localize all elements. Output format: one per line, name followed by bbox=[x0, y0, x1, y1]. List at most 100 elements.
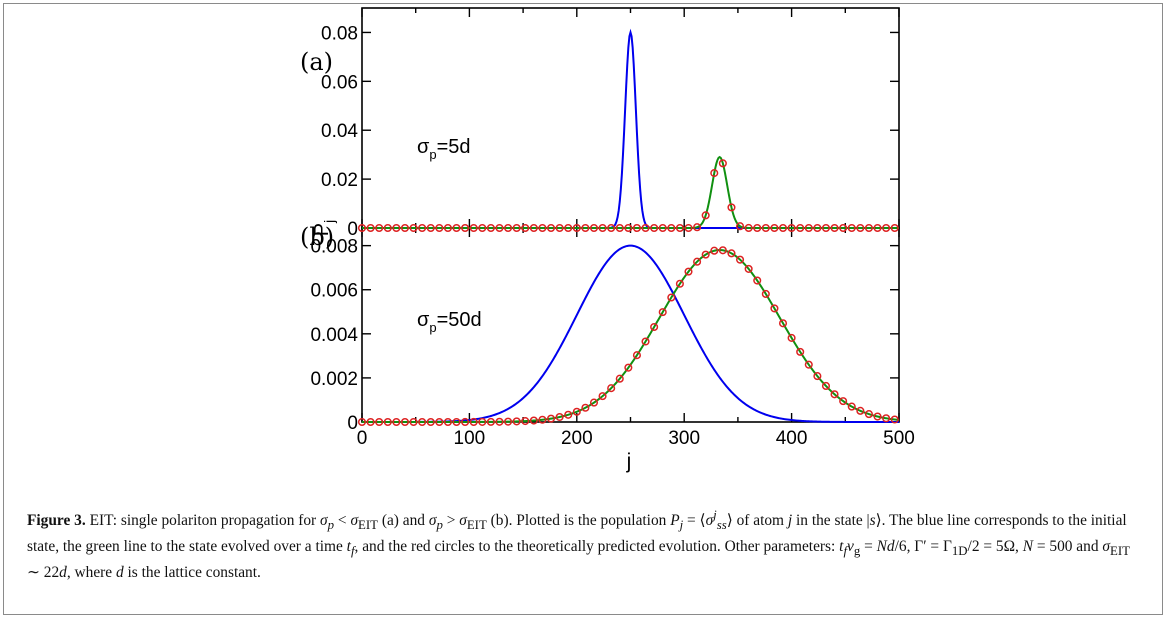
predicted-marker bbox=[435, 417, 444, 427]
predicted-marker bbox=[409, 223, 418, 233]
predicted-marker bbox=[495, 223, 504, 233]
predicted-marker bbox=[452, 223, 461, 233]
predicted-marker bbox=[718, 159, 727, 168]
predicted-marker bbox=[856, 223, 865, 233]
predicted-marker bbox=[409, 417, 418, 427]
predicted-marker bbox=[598, 392, 607, 401]
predicted-marker bbox=[366, 417, 375, 427]
predicted-marker bbox=[581, 223, 590, 233]
predicted-marker bbox=[761, 223, 770, 233]
predicted-marker bbox=[443, 223, 452, 233]
predicted-marker bbox=[864, 223, 873, 233]
predicted-marker bbox=[796, 347, 805, 356]
predicted-marker bbox=[581, 403, 590, 412]
predicted-marker bbox=[744, 264, 753, 273]
predicted-marker bbox=[778, 223, 788, 233]
predicted-marker bbox=[882, 223, 891, 233]
predicted-marker bbox=[813, 223, 822, 233]
x-tick-label: 200 bbox=[561, 428, 593, 449]
predicted-marker bbox=[418, 223, 427, 233]
predicted-marker bbox=[718, 246, 727, 255]
predicted-marker bbox=[572, 223, 581, 233]
predicted-marker bbox=[478, 223, 487, 233]
predicted-marker bbox=[564, 223, 573, 233]
predicted-marker bbox=[383, 417, 392, 427]
predicted-marker bbox=[521, 223, 530, 233]
predicted-marker bbox=[607, 223, 616, 233]
predicted-marker bbox=[882, 414, 891, 423]
panel-b-series bbox=[357, 244, 900, 427]
predicted-marker bbox=[512, 417, 521, 426]
predicted-marker bbox=[461, 223, 470, 233]
predicted-marker bbox=[615, 374, 624, 383]
predicted-marker bbox=[486, 417, 495, 426]
x-tick-label: 0 bbox=[357, 428, 368, 449]
predicted-marker bbox=[521, 417, 530, 426]
predicted-marker bbox=[658, 308, 667, 317]
predicted-marker bbox=[701, 250, 710, 259]
predicted-marker bbox=[486, 223, 495, 233]
y-axis-label: Pj bbox=[311, 220, 337, 236]
predicted-marker bbox=[426, 417, 435, 427]
annotation-a: σp=5d bbox=[417, 136, 471, 162]
predicted-marker bbox=[632, 351, 641, 360]
predicted-marker bbox=[641, 337, 650, 346]
predicted-marker bbox=[710, 169, 719, 178]
evolved-state-line bbox=[362, 249, 900, 423]
predicted-marker bbox=[607, 384, 616, 393]
panel-a-label: (a) bbox=[300, 48, 333, 76]
predicted-marker bbox=[787, 333, 796, 342]
figure-caption: Figure 3. EIT: single polariton propagat… bbox=[27, 508, 1130, 582]
predicted-marker bbox=[357, 223, 367, 233]
predicted-marker bbox=[658, 223, 667, 233]
predicted-marker bbox=[555, 412, 564, 422]
predicted-marker bbox=[504, 223, 513, 233]
predicted-marker bbox=[770, 223, 779, 233]
predicted-marker bbox=[701, 211, 710, 220]
predicted-marker bbox=[624, 363, 633, 372]
predicted-marker bbox=[770, 304, 779, 313]
predicted-marker bbox=[538, 415, 547, 424]
predicted-marker bbox=[693, 257, 702, 266]
predicted-marker bbox=[804, 223, 813, 233]
predicted-marker bbox=[443, 417, 452, 427]
predicted-marker bbox=[469, 223, 478, 233]
predicted-marker bbox=[392, 223, 401, 233]
predicted-marker bbox=[418, 417, 427, 427]
panel-b-ticks: 0 0.002 0.004 0.006 0.008 0 100 200 300 400 500 bbox=[310, 228, 915, 449]
x-tick-label: 100 bbox=[454, 428, 486, 449]
predicted-marker bbox=[684, 223, 693, 233]
predicted-marker bbox=[744, 223, 753, 233]
y-tick-label: 0.002 bbox=[310, 369, 358, 390]
predicted-marker bbox=[641, 223, 650, 233]
predicted-marker bbox=[813, 372, 822, 381]
predicted-marker bbox=[546, 223, 556, 233]
y-tick-label: 0.04 bbox=[321, 121, 358, 142]
predicted-marker bbox=[452, 417, 461, 427]
y-tick-label: 0.006 bbox=[310, 281, 358, 302]
predicted-marker bbox=[624, 223, 633, 233]
initial-state-line bbox=[362, 28, 899, 229]
predicted-marker bbox=[761, 289, 770, 299]
predicted-marker bbox=[504, 417, 513, 426]
predicted-marker bbox=[847, 402, 856, 411]
predicted-marker bbox=[753, 276, 762, 285]
predicted-marker bbox=[839, 397, 848, 406]
predicted-marker bbox=[435, 223, 444, 233]
predicted-marker bbox=[400, 223, 410, 233]
predicted-marker bbox=[667, 223, 676, 233]
panel-a-series bbox=[357, 28, 899, 233]
predicted-marker bbox=[675, 223, 684, 233]
predicted-marker bbox=[392, 417, 401, 427]
x-axis-label: j bbox=[626, 450, 632, 473]
predicted-marker bbox=[873, 223, 882, 233]
panel-a-ticks: 0 0.02 0.04 0.06 0.08 bbox=[321, 8, 900, 240]
y-tick-label: 0 bbox=[347, 219, 358, 240]
predicted-marker bbox=[667, 293, 676, 302]
predicted-marker bbox=[478, 417, 487, 426]
predicted-marker bbox=[400, 417, 410, 427]
predicted-marker bbox=[495, 417, 504, 426]
predicted-marker bbox=[512, 223, 521, 233]
panel-a-frame bbox=[361, 7, 900, 229]
predicted-marker bbox=[598, 223, 607, 233]
